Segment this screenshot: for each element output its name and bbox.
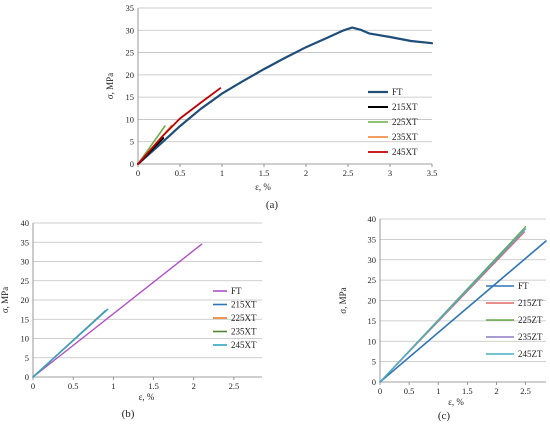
y-tick-label: 20 xyxy=(368,296,377,306)
x-tick-label: 2 xyxy=(192,381,196,391)
legend-label-FT: FT xyxy=(231,286,242,296)
y-tick-label: 35 xyxy=(126,3,135,13)
legend-label-245XT: 245XT xyxy=(392,147,418,157)
x-tick-label: 1.5 xyxy=(259,168,270,178)
y-tick-label: 40 xyxy=(21,218,30,228)
y-tick-label: 20 xyxy=(126,70,135,80)
y-tick-label: 15 xyxy=(21,314,30,324)
x-tick-label: 2 xyxy=(494,386,498,396)
y-tick-label: 10 xyxy=(21,334,30,344)
legend-label-245ZT: 245ZT xyxy=(518,349,543,359)
y-tick-label: 5 xyxy=(372,357,376,367)
x-tick-label: 0.5 xyxy=(175,168,186,178)
x-tick-label: 3 xyxy=(388,168,392,178)
series-line-245XT xyxy=(137,87,222,165)
legend-label-215XT: 215XT xyxy=(231,300,257,310)
y-axis-label: σ, MPa xyxy=(0,287,10,313)
legend-label-235ZT: 235ZT xyxy=(518,332,543,342)
legend-label-FT: FT xyxy=(518,281,529,291)
panel-label: (a) xyxy=(266,199,279,211)
y-tick-label: 30 xyxy=(368,255,377,265)
x-tick-label: 1.5 xyxy=(148,381,159,391)
y-tick-label: 15 xyxy=(368,316,377,326)
x-tick-label: 0.5 xyxy=(68,381,79,391)
x-tick-label: 1 xyxy=(111,381,115,391)
y-tick-label: 25 xyxy=(21,276,30,286)
y-tick-label: 25 xyxy=(368,275,377,285)
legend-label-225XT: 225XT xyxy=(231,313,257,323)
panel-label: (b) xyxy=(122,408,135,420)
legend-label-245XT: 245XT xyxy=(231,340,257,350)
series-line-FT xyxy=(379,240,547,383)
legend-label-215ZT: 215ZT xyxy=(518,298,543,308)
x-tick-label: 3.5 xyxy=(427,168,438,178)
x-axis-label: ε, % xyxy=(255,182,271,192)
y-tick-label: 40 xyxy=(368,214,377,224)
y-tick-label: 35 xyxy=(21,237,30,247)
x-axis-label: ε, % xyxy=(139,392,155,402)
x-tick-label: 1.5 xyxy=(462,386,473,396)
y-tick-label: 30 xyxy=(21,257,30,267)
y-tick-label: 5 xyxy=(130,137,134,147)
x-tick-label: 2.5 xyxy=(229,381,240,391)
y-axis-label: σ, MPa xyxy=(105,73,115,99)
y-tick-label: 0 xyxy=(372,377,376,387)
legend-label-235XT: 235XT xyxy=(231,327,257,337)
x-tick-label: 0 xyxy=(31,381,35,391)
y-axis-label: σ, MPa xyxy=(338,287,348,313)
chart-a: 0 5 10 15 20 25 30 35 0 0.5 1 1.5 2 2.5 3 3.5 FT 215XT 225… xyxy=(105,3,437,211)
y-tick-label: 10 xyxy=(126,114,135,124)
panel-label: (c) xyxy=(438,410,451,422)
y-tick-label: 30 xyxy=(126,25,135,35)
y-tick-label: 0 xyxy=(130,159,134,169)
x-axis-label: ε, % xyxy=(448,397,464,407)
y-tick-label: 5 xyxy=(25,353,29,363)
chart-c: 0 5 10 15 20 25 30 35 40 0 0.5 1 1.5 2 2.5 FT 215ZT 225ZT… xyxy=(338,214,547,422)
series-line-245ZT xyxy=(379,228,527,383)
x-tick-label: 2.5 xyxy=(343,168,354,178)
legend-label-225XT: 225XT xyxy=(392,117,418,127)
x-tick-label: 0.5 xyxy=(404,386,415,396)
series-line-FT xyxy=(136,26,434,166)
y-tick-label: 0 xyxy=(25,372,29,382)
legend-label-215XT: 215XT xyxy=(392,102,418,112)
series-line-245XT xyxy=(32,308,109,378)
x-tick-label: 0 xyxy=(136,168,140,178)
legend-label-235XT: 235XT xyxy=(392,132,418,142)
y-tick-label: 35 xyxy=(368,234,377,244)
x-tick-label: 2 xyxy=(304,168,308,178)
x-tick-label: 1 xyxy=(436,386,440,396)
legend-label-225ZT: 225ZT xyxy=(518,315,543,325)
x-tick-label: 1 xyxy=(220,168,224,178)
y-tick-label: 25 xyxy=(126,48,135,58)
legend-label-FT: FT xyxy=(392,87,403,97)
y-tick-label: 10 xyxy=(368,336,377,346)
y-tick-label: 15 xyxy=(126,92,135,102)
series-line-FT xyxy=(32,243,203,378)
y-tick-label: 20 xyxy=(21,295,30,305)
x-tick-label: 0 xyxy=(378,386,382,396)
chart-b: 0 5 10 15 20 25 30 35 40 0 0.5 1 1.5 2 2.5 FT 215XT 225XT… xyxy=(0,218,262,420)
x-tick-label: 2.5 xyxy=(520,386,531,396)
